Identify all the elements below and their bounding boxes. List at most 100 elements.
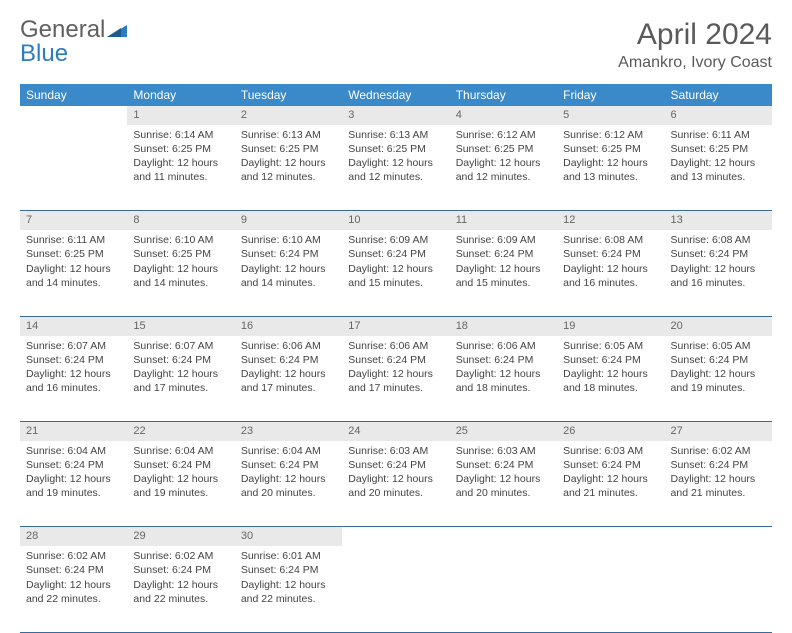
- location-subtitle: Amankro, Ivory Coast: [618, 54, 772, 72]
- brand-logo: General Blue: [20, 18, 127, 66]
- sunset-text: Sunset: 6:24 PM: [133, 563, 228, 577]
- day-cell: Sunrise: 6:07 AMSunset: 6:24 PMDaylight:…: [127, 336, 234, 422]
- col-thursday: Thursday: [450, 84, 557, 106]
- day-number: 12: [557, 211, 664, 230]
- daylight-text: Daylight: 12 hours and 19 minutes.: [671, 367, 766, 395]
- day-cell: Sunrise: 6:12 AMSunset: 6:25 PMDaylight:…: [557, 125, 664, 211]
- sunset-text: Sunset: 6:24 PM: [671, 353, 766, 367]
- week-row: Sunrise: 6:04 AMSunset: 6:24 PMDaylight:…: [20, 441, 772, 527]
- header: General Blue April 2024 Amankro, Ivory C…: [20, 18, 772, 72]
- sunrise-text: Sunrise: 6:10 AM: [133, 233, 228, 247]
- day-number: 13: [665, 211, 772, 230]
- daylight-text: Daylight: 12 hours and 18 minutes.: [456, 367, 551, 395]
- day-number: 9: [235, 211, 342, 230]
- daylight-text: Daylight: 12 hours and 12 minutes.: [456, 156, 551, 184]
- daylight-text: Daylight: 12 hours and 22 minutes.: [26, 578, 121, 606]
- sunrise-text: Sunrise: 6:08 AM: [563, 233, 658, 247]
- sunset-text: Sunset: 6:24 PM: [133, 458, 228, 472]
- sunset-text: Sunset: 6:25 PM: [456, 142, 551, 156]
- sunrise-text: Sunrise: 6:13 AM: [241, 128, 336, 142]
- day-cell: [665, 546, 772, 632]
- day-cell: Sunrise: 6:09 AMSunset: 6:24 PMDaylight:…: [450, 230, 557, 316]
- daylight-text: Daylight: 12 hours and 11 minutes.: [133, 156, 228, 184]
- daylight-text: Daylight: 12 hours and 12 minutes.: [241, 156, 336, 184]
- day-cell: Sunrise: 6:06 AMSunset: 6:24 PMDaylight:…: [342, 336, 449, 422]
- day-cell: Sunrise: 6:05 AMSunset: 6:24 PMDaylight:…: [665, 336, 772, 422]
- calendar-table: Sunday Monday Tuesday Wednesday Thursday…: [20, 84, 772, 633]
- sunrise-text: Sunrise: 6:06 AM: [348, 339, 443, 353]
- sunrise-text: Sunrise: 6:06 AM: [241, 339, 336, 353]
- day-number: [20, 106, 127, 125]
- day-cell: Sunrise: 6:03 AMSunset: 6:24 PMDaylight:…: [450, 441, 557, 527]
- sunset-text: Sunset: 6:24 PM: [241, 458, 336, 472]
- sunrise-text: Sunrise: 6:07 AM: [133, 339, 228, 353]
- day-number: 23: [235, 422, 342, 441]
- week-row: Sunrise: 6:07 AMSunset: 6:24 PMDaylight:…: [20, 336, 772, 422]
- day-number: 4: [450, 106, 557, 125]
- day-cell: Sunrise: 6:02 AMSunset: 6:24 PMDaylight:…: [665, 441, 772, 527]
- day-cell: Sunrise: 6:14 AMSunset: 6:25 PMDaylight:…: [127, 125, 234, 211]
- brand-word2: Blue: [20, 40, 68, 67]
- day-number: 27: [665, 422, 772, 441]
- day-number: [342, 527, 449, 546]
- daylight-text: Daylight: 12 hours and 16 minutes.: [26, 367, 121, 395]
- col-sunday: Sunday: [20, 84, 127, 106]
- sunset-text: Sunset: 6:25 PM: [671, 142, 766, 156]
- sunrise-text: Sunrise: 6:02 AM: [671, 444, 766, 458]
- day-cell: Sunrise: 6:06 AMSunset: 6:24 PMDaylight:…: [450, 336, 557, 422]
- day-header-row: Sunday Monday Tuesday Wednesday Thursday…: [20, 84, 772, 106]
- triangle-icon: [107, 18, 127, 42]
- sunrise-text: Sunrise: 6:03 AM: [563, 444, 658, 458]
- week-row: Sunrise: 6:02 AM Sunset: 6:24 PM Daylight:…: [20, 546, 772, 632]
- day-cell: Sunrise: 6:05 AMSunset: 6:24 PMDaylight:…: [557, 336, 664, 422]
- daylight-text: Daylight: 12 hours and 18 minutes.: [563, 367, 658, 395]
- week-row: Sunrise: 6:14 AMSunset: 6:25 PMDaylight:…: [20, 125, 772, 211]
- sunset-text: Sunset: 6:24 PM: [456, 247, 551, 261]
- sunset-text: Sunset: 6:24 PM: [456, 458, 551, 472]
- day-number: 21: [20, 422, 127, 441]
- day-cell: Sunrise: 6:02 AMSunset: 6:24 PMDaylight:…: [20, 546, 127, 632]
- daylight-text: Daylight: 12 hours and 19 minutes.: [26, 472, 121, 500]
- day-cell: Sunrise: 6:01 AMSunset: 6:24 PMDaylight:…: [235, 546, 342, 632]
- daylight-text: Daylight: 12 hours and 14 minutes.: [241, 262, 336, 290]
- day-cell: Sunrise: 6:04 AMSunset: 6:24 PMDaylight:…: [127, 441, 234, 527]
- sunrise-text: Sunrise: 6:06 AM: [456, 339, 551, 353]
- day-cell: [450, 546, 557, 632]
- day-number: 3: [342, 106, 449, 125]
- daylight-text: Daylight: 12 hours and 17 minutes.: [241, 367, 336, 395]
- day-number: 14: [20, 316, 127, 335]
- sunrise-text: Sunrise: 6:04 AM: [133, 444, 228, 458]
- day-cell: Sunrise: 6:11 AMSunset: 6:25 PMDaylight:…: [665, 125, 772, 211]
- sunrise-text: Sunrise: 6:02 AM: [26, 549, 121, 563]
- day-number: 1: [127, 106, 234, 125]
- day-cell: Sunrise: 6:03 AMSunset: 6:24 PMDaylight:…: [342, 441, 449, 527]
- day-cell: Sunrise: 6:04 AMSunset: 6:24 PMDaylight:…: [235, 441, 342, 527]
- col-monday: Monday: [127, 84, 234, 106]
- day-number: 6: [665, 106, 772, 125]
- page-title: April 2024: [618, 18, 772, 52]
- daylight-text: Daylight: 12 hours and 16 minutes.: [563, 262, 658, 290]
- sunrise-text: Sunrise: 6:09 AM: [348, 233, 443, 247]
- day-cell: Sunrise: 6:12 AMSunset: 6:25 PMDaylight:…: [450, 125, 557, 211]
- sunset-text: Sunset: 6:24 PM: [563, 458, 658, 472]
- day-number-row: 14151617181920: [20, 316, 772, 335]
- day-number-row: 282930: [20, 527, 772, 546]
- day-cell: Sunrise: 6:08 AMSunset: 6:24 PMDaylight:…: [665, 230, 772, 316]
- week-row: Sunrise: 6:11 AMSunset: 6:25 PMDaylight:…: [20, 230, 772, 316]
- sunset-text: Sunset: 6:24 PM: [671, 458, 766, 472]
- daylight-text: Daylight: 12 hours and 19 minutes.: [133, 472, 228, 500]
- daylight-text: Daylight: 12 hours and 20 minutes.: [348, 472, 443, 500]
- sunrise-text: Sunrise: 6:11 AM: [26, 233, 121, 247]
- sunrise-text: Sunrise: 6:05 AM: [563, 339, 658, 353]
- day-number: 29: [127, 527, 234, 546]
- sunrise-text: Sunrise: 6:07 AM: [26, 339, 121, 353]
- day-cell: Sunrise: 6:07 AMSunset: 6:24 PMDaylight:…: [20, 336, 127, 422]
- sunset-text: Sunset: 6:24 PM: [348, 247, 443, 261]
- sunrise-text: Sunrise: 6:05 AM: [671, 339, 766, 353]
- sunset-text: Sunset: 6:24 PM: [671, 247, 766, 261]
- day-cell: Sunrise: 6:02 AMSunset: 6:24 PMDaylight:…: [127, 546, 234, 632]
- daylight-text: Daylight: 12 hours and 20 minutes.: [241, 472, 336, 500]
- daylight-text: Daylight: 12 hours and 17 minutes.: [133, 367, 228, 395]
- sunset-text: Sunset: 6:24 PM: [563, 247, 658, 261]
- col-tuesday: Tuesday: [235, 84, 342, 106]
